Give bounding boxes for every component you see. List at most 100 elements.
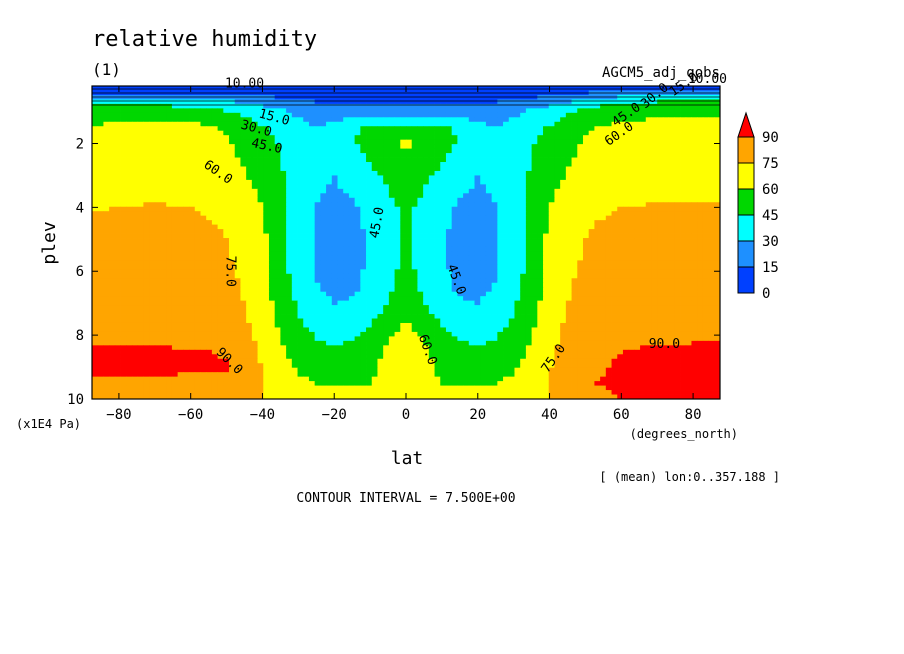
heatmap-cell <box>537 233 544 239</box>
heatmap-cell <box>200 206 207 212</box>
heatmap-cell <box>326 99 333 105</box>
heatmap-cell <box>183 179 190 185</box>
heatmap-cell <box>200 220 207 226</box>
heatmap-cell <box>622 224 630 230</box>
heatmap-cell <box>531 130 538 136</box>
heatmap-cell <box>160 130 167 136</box>
heatmap-cell <box>268 117 276 123</box>
heatmap-cell <box>286 157 293 163</box>
heatmap-cell <box>714 260 721 266</box>
heatmap-cell <box>657 220 664 226</box>
heatmap-cell <box>97 206 104 212</box>
heatmap-cell <box>525 175 532 181</box>
heatmap-cell <box>200 103 207 109</box>
heatmap-cell <box>674 278 681 284</box>
heatmap-cell <box>537 139 544 145</box>
heatmap-cell <box>303 103 310 109</box>
heatmap-cell <box>229 86 236 91</box>
heatmap-cell <box>234 135 241 141</box>
heatmap-cell <box>480 121 487 127</box>
heatmap-cell <box>491 233 498 239</box>
heatmap-cell <box>320 220 327 226</box>
heatmap-cell <box>697 184 704 190</box>
heatmap-cell <box>628 139 635 145</box>
heatmap-cell <box>383 175 390 181</box>
heatmap-cell <box>371 130 378 136</box>
heatmap-cell <box>114 148 121 154</box>
heatmap-cell <box>594 269 601 275</box>
heatmap-cell <box>582 269 590 275</box>
heatmap-cell <box>154 86 161 91</box>
heatmap-cell <box>126 215 133 221</box>
heatmap-cell <box>274 153 281 158</box>
heatmap-cell <box>394 220 401 226</box>
heatmap-cell <box>645 184 652 190</box>
heatmap-cell <box>428 103 435 109</box>
heatmap-cell <box>143 117 150 123</box>
heatmap-cell <box>565 260 572 266</box>
heatmap-cell <box>360 139 367 145</box>
heatmap-cell <box>343 202 350 208</box>
heatmap-cell <box>166 99 173 105</box>
heatmap-cell <box>548 117 555 123</box>
heatmap-cell <box>445 224 453 230</box>
heatmap-cell <box>189 215 196 221</box>
heatmap-cell <box>291 153 298 158</box>
heatmap-cell <box>149 193 156 199</box>
heatmap-cell <box>229 117 236 123</box>
heatmap-cell <box>474 246 481 252</box>
heatmap-cell <box>337 238 344 243</box>
heatmap-cell <box>274 139 281 145</box>
heatmap-cell <box>337 233 344 239</box>
heatmap-cell <box>697 188 704 194</box>
heatmap-cell <box>223 264 230 270</box>
heatmap-cell <box>503 166 510 172</box>
heatmap-cell <box>714 148 721 154</box>
heatmap-cell <box>560 282 567 288</box>
heatmap-cell <box>628 229 635 234</box>
heatmap-cell <box>177 282 184 288</box>
heatmap-cell <box>440 86 447 91</box>
heatmap-cell <box>177 202 184 208</box>
heatmap-cell <box>622 148 630 154</box>
heatmap-cell <box>166 242 173 248</box>
heatmap-cell <box>126 278 133 284</box>
heatmap-cell <box>651 202 658 208</box>
heatmap-cell <box>354 135 361 141</box>
heatmap-cell <box>286 144 293 149</box>
heatmap-cell <box>92 121 99 127</box>
heatmap-cell <box>645 215 652 221</box>
heatmap-cell <box>92 206 99 212</box>
heatmap-cell <box>411 135 418 141</box>
heatmap-cell <box>451 202 458 208</box>
heatmap-cell <box>377 255 384 261</box>
heatmap-cell <box>320 117 327 123</box>
heatmap-cell <box>263 112 270 118</box>
heatmap-cell <box>485 175 493 181</box>
heatmap-cell <box>217 166 224 172</box>
heatmap-cell <box>126 117 133 123</box>
heatmap-cell <box>491 139 498 145</box>
heatmap-cell <box>708 269 715 275</box>
heatmap-cell <box>286 193 293 199</box>
heatmap-cell <box>308 211 316 217</box>
heatmap-cell <box>149 251 156 257</box>
heatmap-cell <box>154 108 161 114</box>
heatmap-cell <box>685 269 692 275</box>
heatmap-cell <box>383 260 390 266</box>
heatmap-cell <box>303 162 310 167</box>
heatmap-cell <box>92 202 99 208</box>
heatmap-cell <box>206 269 213 275</box>
heatmap-cell <box>343 260 350 266</box>
heatmap-cell <box>109 282 116 288</box>
heatmap-cell <box>628 170 635 176</box>
heatmap-cell <box>371 282 378 288</box>
heatmap-cell <box>160 157 167 163</box>
heatmap-cell <box>348 108 356 114</box>
heatmap-cell <box>423 108 430 114</box>
heatmap-cell <box>491 246 498 252</box>
heatmap-cell <box>126 197 133 203</box>
heatmap-cell <box>297 166 304 172</box>
heatmap-cell <box>651 193 658 199</box>
heatmap-cell <box>668 112 675 118</box>
